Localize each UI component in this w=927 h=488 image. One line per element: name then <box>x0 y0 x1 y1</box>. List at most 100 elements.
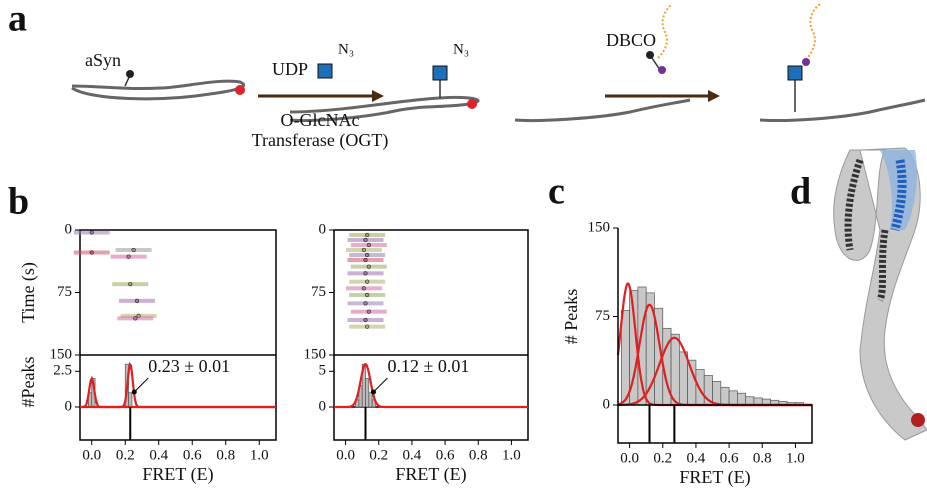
panel-label: b <box>8 181 29 223</box>
y-axis-label: #Peaks <box>18 357 38 408</box>
trace-point <box>365 279 370 284</box>
y-tick-label: 5 <box>319 363 327 379</box>
y-tick-label: 0 <box>319 221 327 237</box>
trace-point <box>361 247 366 253</box>
axes <box>617 228 813 444</box>
x-tick-label: 0.6 <box>183 447 202 463</box>
dna <box>657 3 673 59</box>
bar <box>695 369 705 406</box>
trace-point <box>89 230 94 235</box>
dot <box>126 70 134 78</box>
bar <box>737 392 747 406</box>
dye <box>467 99 477 109</box>
annotation-pointer <box>133 377 149 393</box>
bar <box>728 390 738 406</box>
trace-point <box>361 286 366 291</box>
bar <box>712 381 722 406</box>
bar <box>679 351 688 406</box>
label: aSyn <box>85 50 121 70</box>
label: Transferase (OGT) <box>252 130 389 151</box>
label: N₃ <box>338 41 354 57</box>
label: N₃ <box>453 41 469 57</box>
y-tick-label: 150 <box>304 346 327 362</box>
trace-point <box>134 298 140 303</box>
x-tick-label: 0.0 <box>82 447 101 463</box>
bar <box>720 386 730 406</box>
protein <box>759 98 926 123</box>
y-tick-label: 75 <box>595 308 610 324</box>
sugar <box>787 65 803 81</box>
trace-point <box>128 282 133 287</box>
helix <box>844 158 864 251</box>
dot <box>658 66 666 74</box>
label: O-GlcNAc <box>281 110 360 130</box>
bar <box>365 378 370 408</box>
x-tick-label: 1.0 <box>250 447 269 463</box>
structure <box>833 147 927 441</box>
panel-label: a <box>8 0 27 40</box>
x-tick-label: 0.2 <box>653 450 672 466</box>
trace-point <box>366 242 371 248</box>
trace-point <box>365 232 370 238</box>
fit-curve <box>80 361 276 409</box>
x-tick-label: 0.2 <box>116 447 135 463</box>
x-tick-label: 0.8 <box>216 447 235 463</box>
x-axis-label: FRET (E) <box>395 464 466 485</box>
trace-point <box>363 237 368 243</box>
panel-label: d <box>790 171 811 213</box>
protein <box>514 98 691 123</box>
x-tick-label: 0.4 <box>403 447 422 463</box>
trace-point <box>365 292 370 298</box>
trace-point <box>131 247 136 253</box>
dye <box>911 413 925 427</box>
y-tick-label: 0 <box>319 398 327 414</box>
y-tick-label: 2.5 <box>53 363 72 379</box>
dot <box>646 51 654 59</box>
bar <box>368 392 373 408</box>
scheme <box>71 3 926 123</box>
bar <box>687 359 697 406</box>
x-tick-label: 0.2 <box>369 447 388 463</box>
label: UDP <box>272 59 308 79</box>
y-tick-label: 75 <box>57 284 72 300</box>
bar <box>128 392 133 408</box>
trace-point <box>89 250 94 255</box>
y-axis-label: Time (s) <box>18 262 39 323</box>
surface-highlight <box>880 150 917 230</box>
annotation: 0.12 ± 0.01 <box>387 356 469 376</box>
x-axis-label: FRET (E) <box>142 464 213 485</box>
helix <box>876 229 889 302</box>
x-tick-label: 0.8 <box>753 450 772 466</box>
dna <box>805 3 821 61</box>
trace-point <box>133 316 138 321</box>
trace-point <box>366 264 371 269</box>
x-tick-label: 0.8 <box>469 447 488 463</box>
trace-point <box>365 324 370 329</box>
trace-point <box>365 252 370 258</box>
annotation-pointer <box>373 377 388 393</box>
fit-curve <box>80 375 276 409</box>
sugar <box>317 63 333 79</box>
trace-point <box>363 271 368 276</box>
plot-frame <box>79 229 277 441</box>
bar <box>670 333 680 406</box>
y-tick-label: 75 <box>311 284 326 300</box>
y-tick-label: 0 <box>603 396 611 412</box>
annotation: 0.23 ± 0.01 <box>148 356 230 376</box>
arrow <box>372 90 384 102</box>
x-tick-label: 1.0 <box>502 447 521 463</box>
x-tick-label: 0.4 <box>149 447 168 463</box>
dye <box>235 85 245 95</box>
y-tick-label: 150 <box>588 219 611 235</box>
protein <box>71 79 246 101</box>
annotation-dot <box>370 389 376 395</box>
sugar <box>432 65 448 81</box>
x-tick-label: 0.4 <box>687 450 706 466</box>
fit-curve <box>334 363 528 409</box>
trace-point <box>363 317 368 323</box>
annotation-dot <box>131 389 137 395</box>
x-tick-label: 0.0 <box>336 447 355 463</box>
x-tick-label: 0.0 <box>620 450 639 466</box>
trace-point <box>366 309 371 314</box>
